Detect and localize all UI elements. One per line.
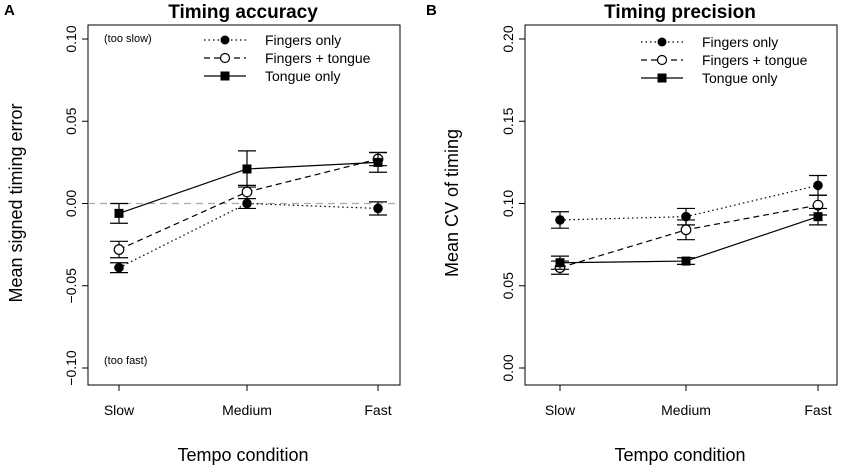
panel-a-ylabel: Mean signed timing error [6,103,26,302]
panel-a-point [241,186,253,198]
panel-a-xtick-label: Slow [104,402,135,418]
panel-a-legend-marker [220,35,230,45]
panel-a-point [242,164,252,174]
panel-a-point [113,244,125,255]
panel-a-ytick-label: 0.10 [63,25,79,52]
panel-a-legend-label: Tongue only [265,68,341,84]
panel-b-title: Timing precision [604,2,756,23]
panel-b-point [681,211,691,222]
panel-b-ytick-label: 0.05 [500,272,516,299]
panel-b-point [681,256,691,266]
panel-a-legend-marker [219,52,231,64]
panel-b-ytick-label: 0.10 [500,190,516,217]
panel-b-point [813,180,823,191]
panel-a-ytick-label: −0.10 [63,350,79,386]
panel-a-xlabel: Tempo condition [177,445,308,465]
panel-b-frame [524,24,838,386]
panel-b-point [813,212,823,222]
panel-b-legend-marker [657,73,667,83]
panel-a-series-line-0 [118,202,379,269]
panel-a-letter: A [4,2,15,19]
panel-b-legend-marker [656,54,668,66]
panel-a-xtick-label: Fast [364,402,391,418]
panel-a-title: Timing accuracy [168,2,318,23]
panel-a-ytick-label: −0.05 [63,268,79,304]
panel-a-legend-label: Fingers + tongue [265,50,371,66]
panel-b-xtick-label: Medium [661,402,711,418]
panel-b-legend-label: Fingers only [702,34,778,50]
panel-a-note-top: (too slow) [104,33,152,45]
panel-a-point [373,203,383,214]
panel-b-xtick-label: Slow [545,402,576,418]
panel-b-xtick-label: Fast [804,402,831,418]
panel-a-frame [87,24,401,386]
panel-a-point [373,157,383,167]
panel-b-plot: 0.00 0.05 0.10 0.15 0.20 Slow Medium Fast Finger… [500,24,838,418]
panel-b-legend-label: Tongue only [702,70,778,86]
panel-b-point [680,224,692,236]
panel-a-point [114,262,124,273]
panel-b-legend-marker [657,37,667,47]
panel-a-ytick-label: 0.05 [63,107,79,134]
panel-a-note-bottom: (too fast) [104,355,147,367]
panel-a-legend-label: Fingers only [265,32,341,48]
panel-b-ytick-label: 0.15 [500,107,516,134]
panel-b-ytick-label: 0.20 [500,25,516,52]
panel-b-legend-label: Fingers + tongue [702,52,808,68]
panel-b-ytick-label: 0.00 [500,354,516,381]
panel-b-point [555,258,565,268]
panel-b-ylabel: Mean CV of timing [442,129,462,277]
panel-a-legend-marker [220,71,230,81]
panel-a-point [242,198,252,209]
panel-a-plot: −0.10 −0.05 0.00 0.05 0.10 Slow Medium Fast Fing… [63,24,401,418]
panel-a-ytick-label: 0.00 [63,190,79,217]
panel-b-xlabel: Tempo condition [614,445,745,465]
panel-b-letter: B [426,2,437,19]
panel-a-xtick-label: Medium [222,402,272,418]
panel-b-point [555,215,565,225]
panel-a-point [114,208,124,218]
